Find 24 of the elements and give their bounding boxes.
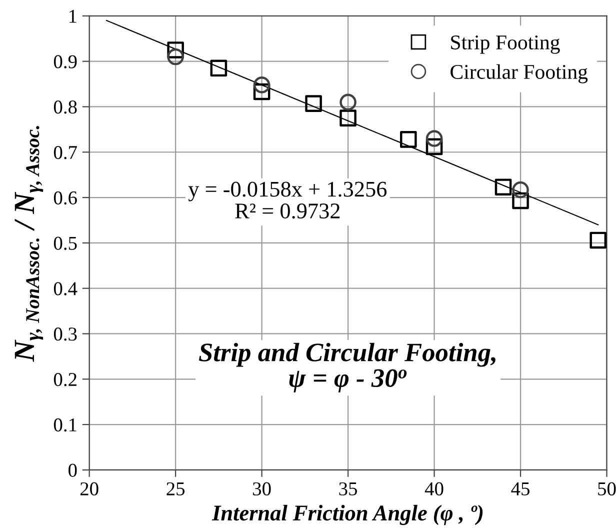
x-tick-label: 35 (339, 482, 358, 496)
x-axis-title: Internal Friction Angle (φ , º) (212, 504, 483, 526)
y-tick-label: 0.2 (54, 372, 76, 386)
x-tick-label: 50 (598, 482, 616, 496)
y-tick-label: 0.9 (54, 55, 77, 68)
y-tick-label: 0.5 (54, 236, 77, 250)
x-tick-label: 20 (80, 482, 98, 496)
y-tick-label: 0.7 (54, 146, 77, 160)
y-tick-label: 0.8 (54, 100, 77, 114)
y-tick-label: 0.3 (54, 328, 77, 341)
x-tick-label: 40 (424, 482, 444, 496)
legend-label: Circular Footing (450, 64, 588, 84)
x-tick-label: 25 (166, 482, 185, 496)
y-tick-label: 1 (70, 10, 76, 23)
y-tick-label: 0.1 (54, 418, 76, 432)
annotation: y = -0.0158x + 1.3256 R² = 0.9732 (188, 182, 387, 219)
x-tick-label: 45 (511, 482, 530, 496)
y-tick-label: 0.4 (54, 282, 78, 296)
x-tick-label: 30 (253, 482, 271, 496)
y-tick-label: 0.6 (54, 191, 77, 205)
legend-label: Strip Footing (451, 35, 560, 54)
y-tick-label: 0 (68, 464, 77, 477)
y-axis-title: Nγ, NonAssoc. / Nγ, Assoc. (14, 126, 44, 362)
annotation: Strip and Circular Footing, ψ = φ - 30$^{o}$ (198, 342, 496, 392)
